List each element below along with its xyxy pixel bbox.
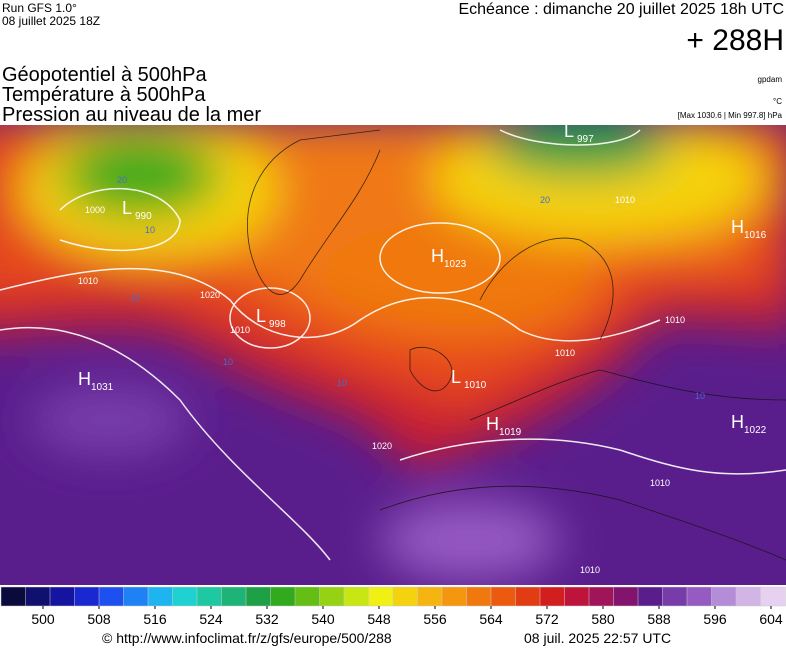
- colorbar-swatch: [0, 586, 27, 607]
- temperature-label: 10: [145, 225, 155, 235]
- isobar-label: 1010: [615, 195, 635, 205]
- colorbar-swatch: [441, 586, 468, 607]
- center-value: 1023: [444, 259, 467, 270]
- colorbar-swatch: [270, 586, 296, 607]
- center-letter: L: [564, 121, 574, 141]
- map-field: [0, 125, 786, 585]
- colorbar-tick-label: 580: [591, 611, 615, 627]
- center-letter: H: [731, 412, 744, 432]
- colorbar-swatch: [49, 586, 76, 607]
- colorbar-swatch: [539, 586, 566, 607]
- title-line: Température à 500hPa: [2, 84, 206, 106]
- run-label: Run GFS 1.0°: [2, 1, 77, 15]
- isobar-label: 1020: [372, 441, 392, 451]
- isobar-label: 1020: [200, 290, 220, 300]
- colorbar-swatch: [613, 586, 639, 607]
- colorbar-swatch: [392, 586, 419, 607]
- colorbar: 500 508 516 524 532 540 548 556 564 572 580 588 596 6…: [0, 586, 786, 627]
- colorbar-swatch: [74, 586, 100, 607]
- center-letter: H: [78, 369, 91, 389]
- colorbar-swatch: [760, 586, 786, 607]
- temperature-label: 10: [337, 378, 347, 388]
- colorbar-tick-label: 556: [423, 611, 447, 627]
- temperature-label: 10: [223, 357, 233, 367]
- temperature-label: 20: [540, 195, 550, 205]
- isobar-label: 1010: [665, 315, 685, 325]
- colorbar-tick-label: 596: [703, 611, 727, 627]
- colorbar-tick-label: 508: [87, 611, 111, 627]
- colorbar-swatch: [343, 586, 370, 607]
- colorbar-swatch: [735, 586, 762, 607]
- colorbar-tick-label: 540: [311, 611, 335, 627]
- center-value: 1019: [499, 427, 522, 438]
- center-value: 998: [269, 319, 286, 330]
- colorbar-swatch: [294, 586, 321, 607]
- center-letter: L: [451, 367, 461, 387]
- center-letter: H: [431, 246, 444, 266]
- colorbar-swatch: [196, 586, 223, 607]
- center-value: 1016: [744, 230, 767, 241]
- unit-geopotential: gpdam: [758, 75, 783, 84]
- isobar-label: 1010: [555, 348, 575, 358]
- colorbar-swatch: [147, 586, 174, 607]
- colorbar-swatch: [172, 586, 198, 607]
- colorbar-swatch: [221, 586, 247, 607]
- isobar-label: 1010: [650, 478, 670, 488]
- unit-pressure: [Max 1030.6 | Min 997.8] hPa: [678, 111, 783, 120]
- isobar-label: 1010: [230, 325, 250, 335]
- center-value: 990: [135, 211, 152, 222]
- center-value: 1022: [744, 425, 767, 436]
- isobar-label: 1010: [580, 565, 600, 575]
- colorbar-tick-label: 500: [31, 611, 55, 627]
- center-letter: H: [486, 414, 499, 434]
- unit-temperature: °C: [773, 97, 782, 106]
- colorbar-swatch: [466, 586, 492, 607]
- footer-generated: 08 juil. 2025 22:57 UTC: [524, 630, 671, 646]
- run-date: 08 juillet 2025 18Z: [2, 14, 100, 28]
- isobar-label: 1000: [85, 205, 105, 215]
- colorbar-swatch: [711, 586, 737, 607]
- colorbar-swatch: [319, 586, 345, 607]
- center-letter: L: [256, 306, 266, 326]
- title-line: Pression au niveau de la mer: [2, 104, 261, 126]
- colorbar-swatch: [123, 586, 149, 607]
- center-value: 1031: [91, 382, 114, 393]
- colorbar-swatch: [490, 586, 517, 607]
- lead-time: + 288H: [686, 24, 784, 57]
- colorbar-swatch: [98, 586, 125, 607]
- colorbar-tick-label: 572: [535, 611, 559, 627]
- colorbar-tick-label: 532: [255, 611, 279, 627]
- temperature-label: 10: [695, 391, 705, 401]
- temperature-label: 20: [117, 175, 127, 185]
- colorbar-swatch: [245, 586, 272, 607]
- footer-source: © http://www.infoclimat.fr/z/gfs/europe/…: [102, 630, 392, 646]
- colorbar-swatch: [564, 586, 590, 607]
- colorbar-swatch: [662, 586, 688, 607]
- colorbar-tick-label: 588: [647, 611, 671, 627]
- colorbar-swatch: [25, 586, 51, 607]
- valid-time: Echéance : dimanche 20 juillet 2025 18h …: [458, 1, 784, 18]
- colorbar-swatch: [588, 586, 615, 607]
- colorbar-swatch: [637, 586, 664, 607]
- colorbar-tick-label: 516: [143, 611, 167, 627]
- colorbar-swatch: [368, 586, 394, 607]
- colorbar-tick-label: 564: [479, 611, 503, 627]
- center-letter: H: [731, 217, 744, 237]
- center-value: 1010: [464, 380, 487, 391]
- colorbar-swatch: [686, 586, 713, 607]
- colorbar-swatch: [515, 586, 541, 607]
- colorbar-swatch: [417, 586, 443, 607]
- colorbar-tick-label: 604: [759, 611, 783, 627]
- isobar-label: 1010: [78, 276, 98, 286]
- center-letter: L: [122, 198, 132, 218]
- temperature-label: 10: [130, 293, 140, 303]
- colorbar-tick-label: 524: [199, 611, 223, 627]
- colorbar-tick-label: 548: [367, 611, 391, 627]
- center-value: 997: [577, 134, 594, 145]
- title-line: Géopotentiel à 500hPa: [2, 64, 207, 86]
